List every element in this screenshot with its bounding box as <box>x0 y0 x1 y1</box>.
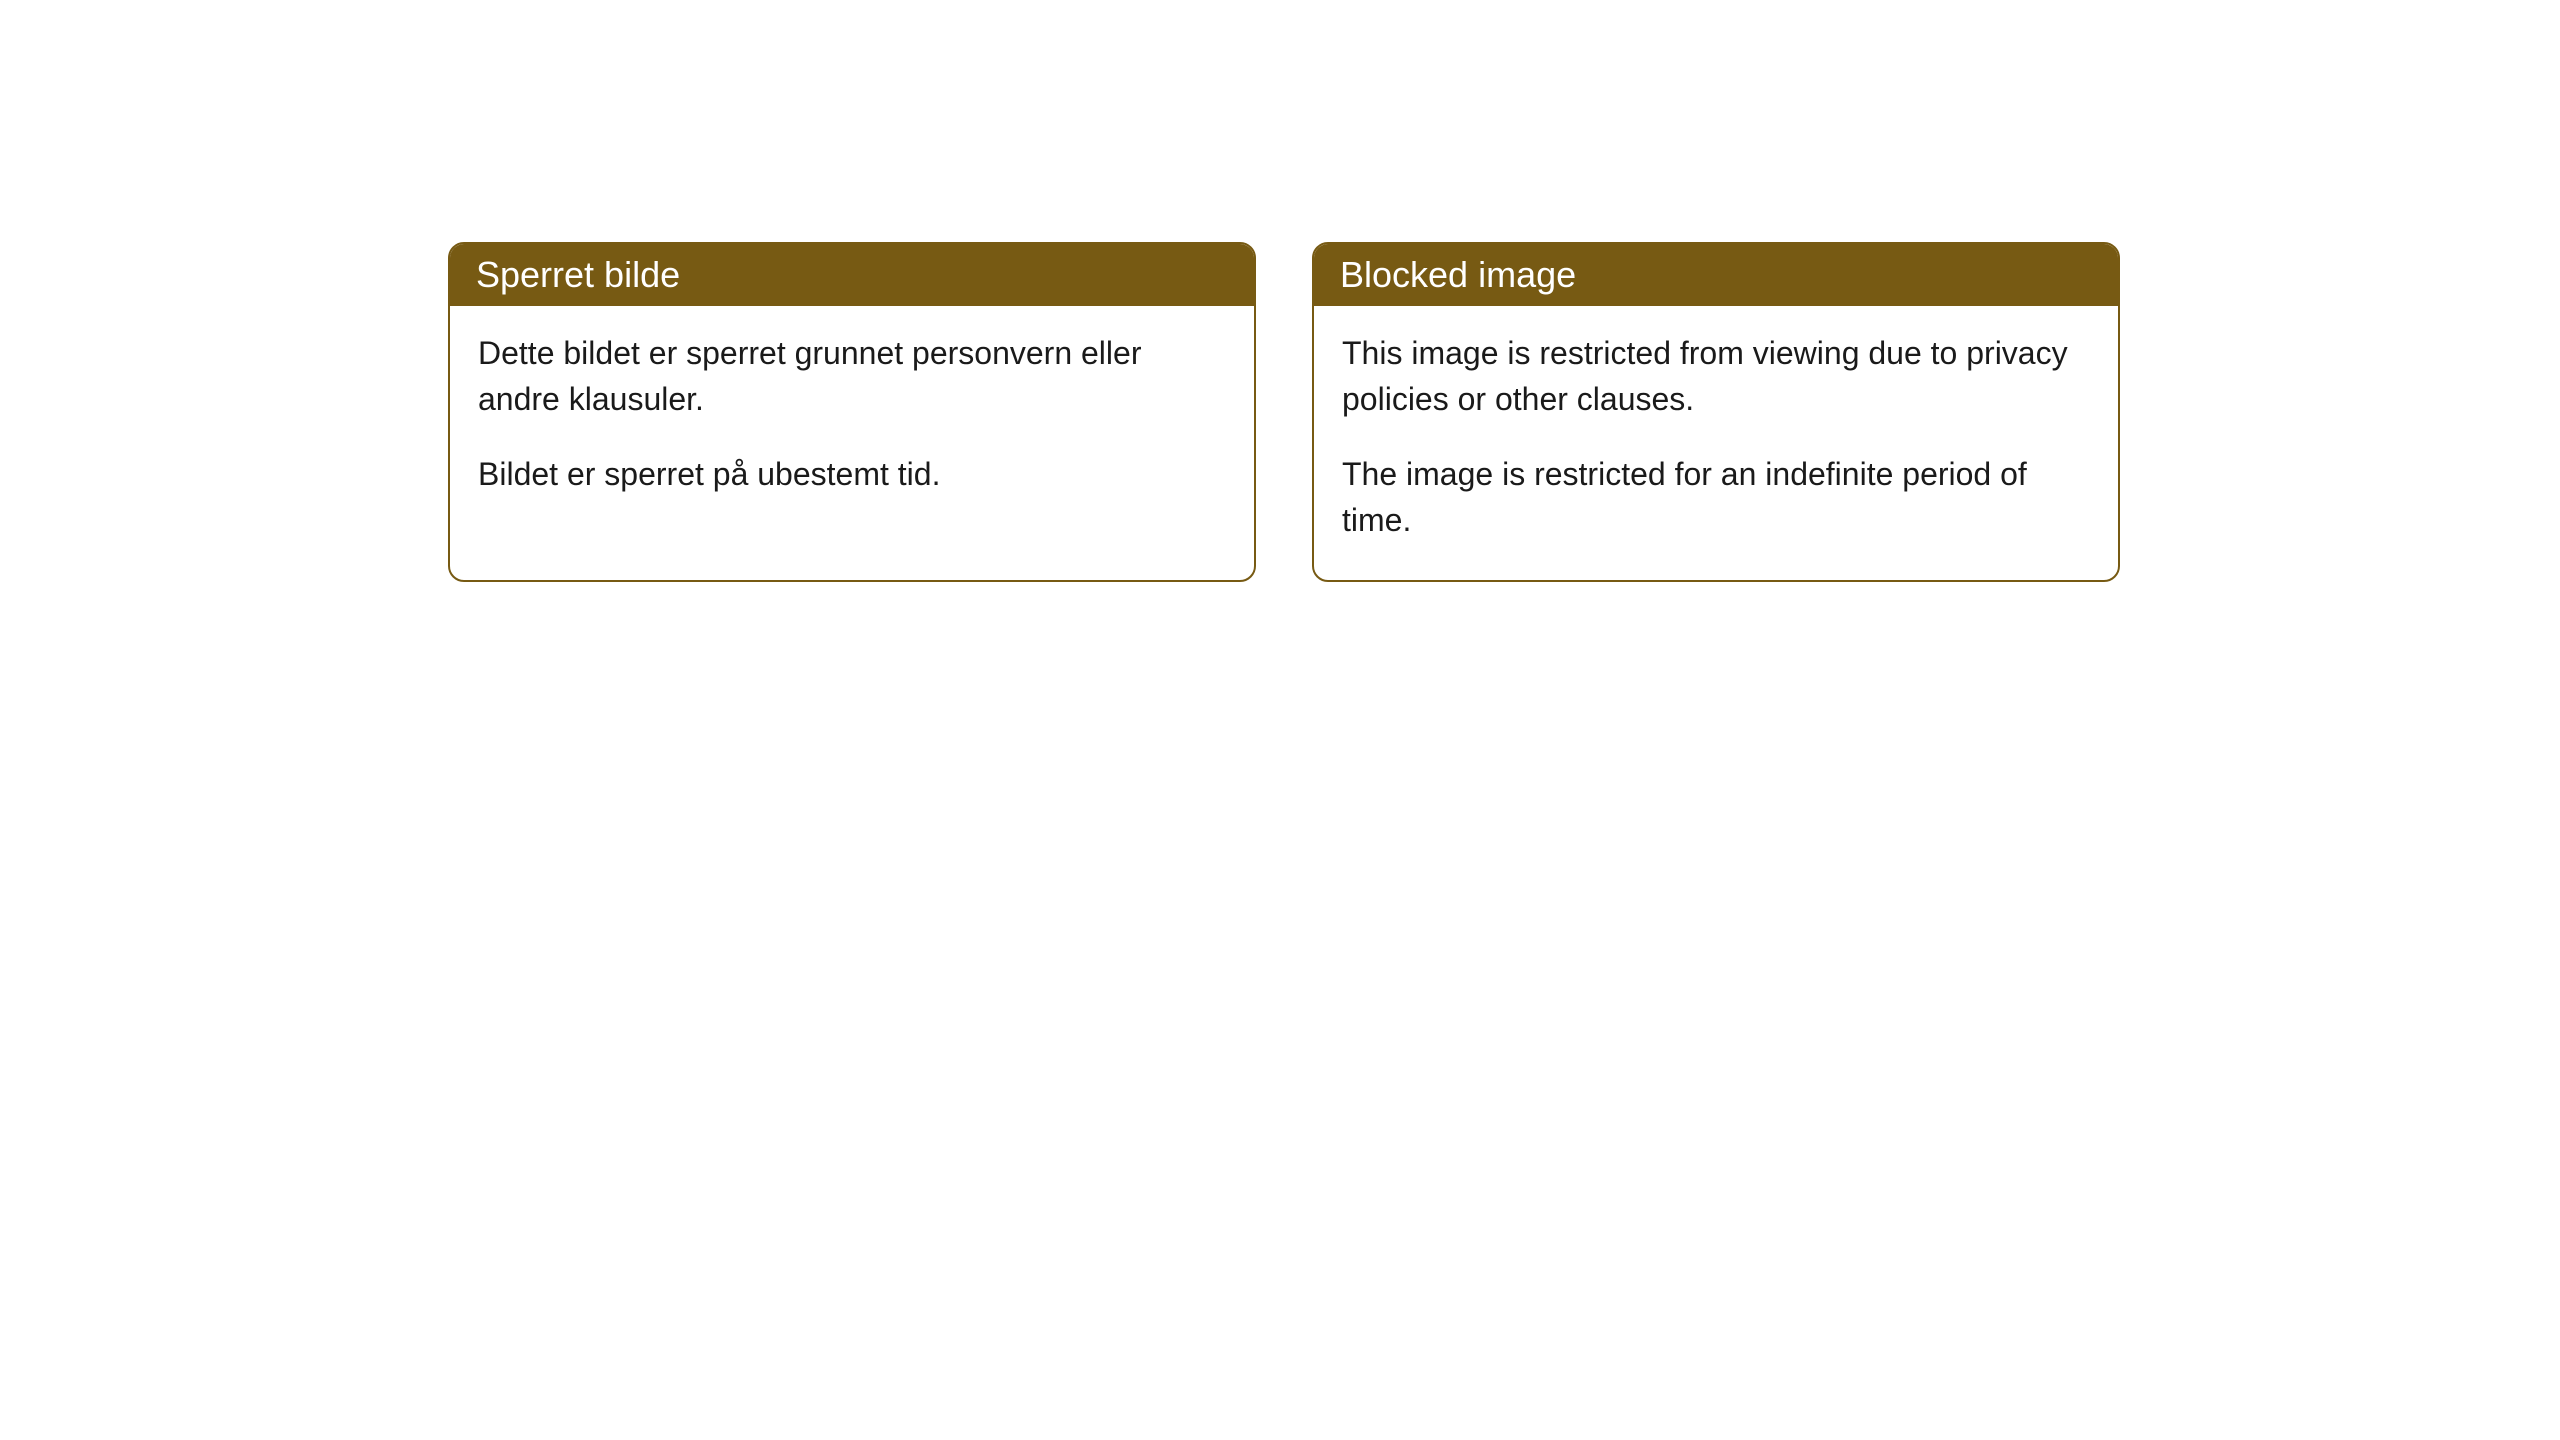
card-english: Blocked image This image is restricted f… <box>1312 242 2120 582</box>
card-paragraph: Dette bildet er sperret grunnet personve… <box>478 330 1226 423</box>
card-title: Blocked image <box>1340 254 1576 295</box>
card-title: Sperret bilde <box>476 254 680 295</box>
card-paragraph: Bildet er sperret på ubestemt tid. <box>478 451 1226 497</box>
card-body-english: This image is restricted from viewing du… <box>1314 306 2118 580</box>
card-norwegian: Sperret bilde Dette bildet er sperret gr… <box>448 242 1256 582</box>
card-paragraph: The image is restricted for an indefinit… <box>1342 451 2090 544</box>
card-header-norwegian: Sperret bilde <box>450 244 1254 306</box>
card-body-norwegian: Dette bildet er sperret grunnet personve… <box>450 306 1254 533</box>
card-paragraph: This image is restricted from viewing du… <box>1342 330 2090 423</box>
card-header-english: Blocked image <box>1314 244 2118 306</box>
cards-container: Sperret bilde Dette bildet er sperret gr… <box>448 242 2560 582</box>
